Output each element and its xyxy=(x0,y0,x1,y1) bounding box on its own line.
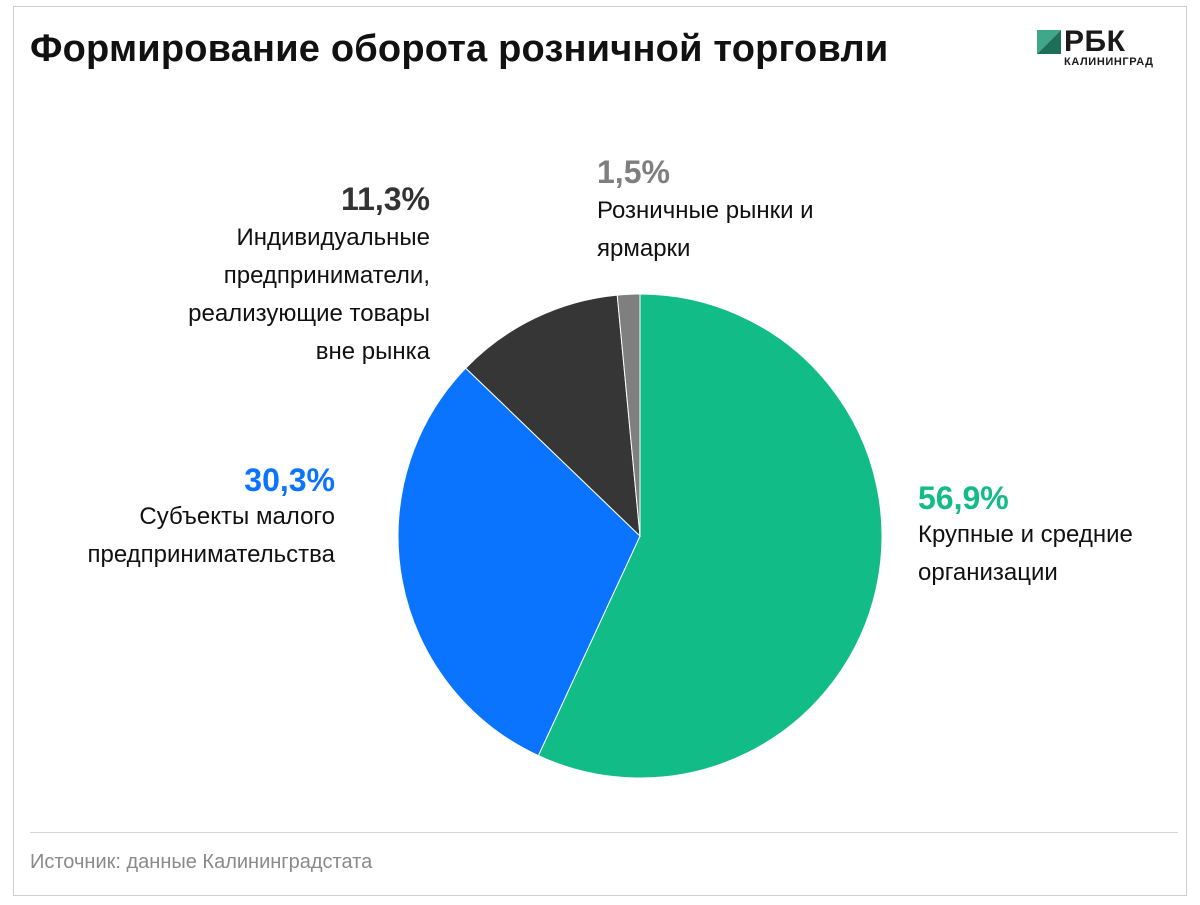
rbc-logo-icon xyxy=(1037,30,1061,54)
source-note: Источник: данные Калининградстата xyxy=(30,851,373,873)
slice-label-individual: Индивидуальные предприниматели, реализую… xyxy=(110,219,430,371)
slice-value-small-business: 30,3% xyxy=(244,462,335,498)
pie-slice-small-business xyxy=(397,367,641,757)
logo-city: КАЛИНИНГРАД xyxy=(1064,56,1154,68)
rbc-logo: РБК КАЛИНИНГРАД xyxy=(1037,25,1167,74)
chart-title: Формирование оборота розничной торговли xyxy=(30,28,889,70)
slice-value-markets: 1,5% xyxy=(597,154,670,190)
logo-brand: РБК xyxy=(1064,25,1126,58)
slice-label-line: ярмарки xyxy=(597,235,691,262)
footer-divider xyxy=(30,832,1178,833)
slice-label-line: Субъекты малого xyxy=(139,503,335,530)
pie-slice-markets xyxy=(616,293,641,537)
slice-label-line: предприниматели, xyxy=(223,262,430,289)
slice-label-line: Крупные и средние xyxy=(918,521,1133,548)
slice-label-line: организации xyxy=(918,559,1058,586)
pie-slice-individual xyxy=(464,294,641,538)
slice-label-small-business: Субъекты малого предпринимательства xyxy=(20,498,336,574)
pie-slice-large-medium xyxy=(537,293,883,779)
slice-label-large-medium: Крупные и средние организации xyxy=(918,516,1133,592)
slice-value-large-medium: 56,9% xyxy=(918,480,1009,516)
slice-label-line: вне рынка xyxy=(315,338,430,365)
slice-label-line: Индивидуальные xyxy=(236,224,430,251)
slice-label-line: реализующие товары xyxy=(188,300,430,327)
slice-label-line: Розничные рынки и xyxy=(597,197,814,224)
slice-label-line: предпринимательства xyxy=(87,541,336,568)
slice-value-individual: 11,3% xyxy=(341,181,430,217)
slice-label-markets: Розничные рынки и ярмарки xyxy=(597,192,814,268)
